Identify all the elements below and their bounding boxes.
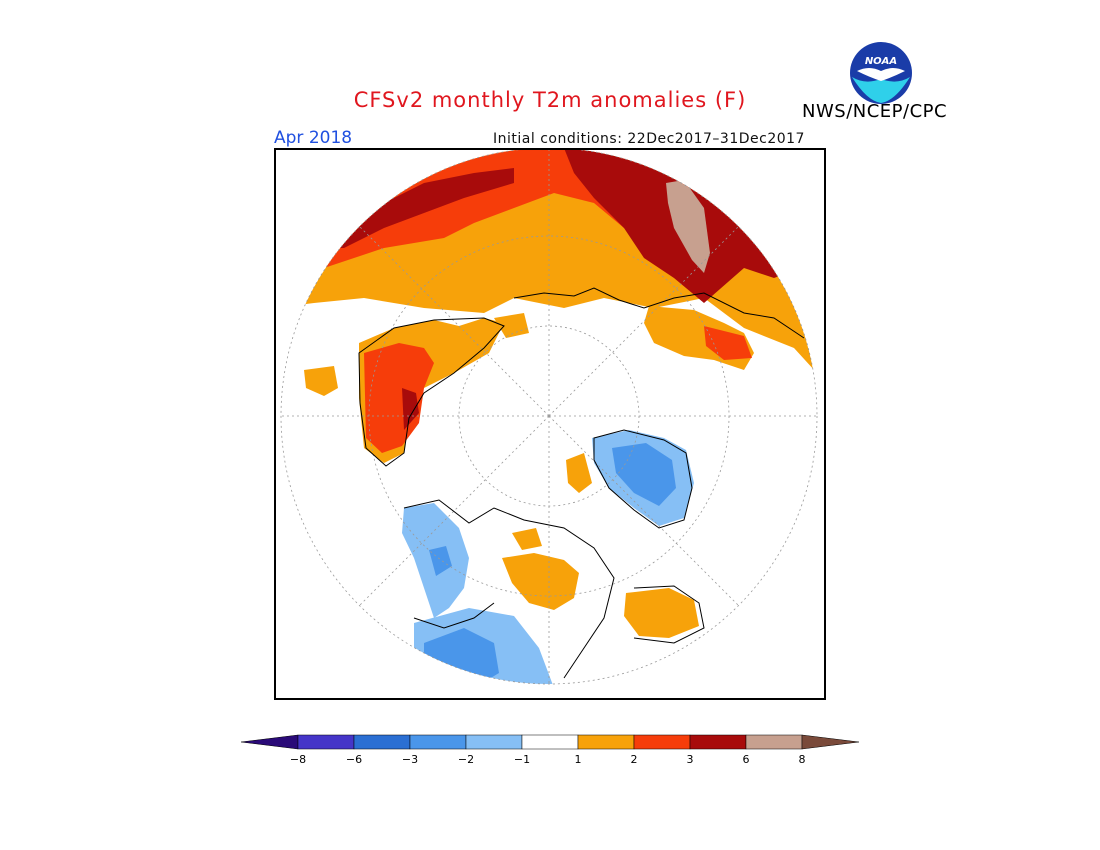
map-border [274,148,826,700]
color-scale-arrow-high [801,734,860,750]
color-scale-tick-label: −6 [346,753,362,766]
color-scale-arrow-low [240,734,299,750]
color-scale-bar: −8 −6 −3 −2 −1 1 2 3 6 8 [240,734,860,766]
graticule [281,148,817,684]
color-scale-bin [745,734,803,750]
color-scale-tick-label: −3 [402,753,418,766]
anomaly-map [274,148,826,700]
color-scale-bin [409,734,467,750]
color-scale-tick-label: 2 [631,753,638,766]
color-scale-bins [240,734,860,750]
color-scale-bin [521,734,579,750]
color-scale-bin [689,734,747,750]
coastlines [358,287,805,679]
color-scale-bin [297,734,355,750]
color-scale-bin [353,734,411,750]
color-scale-tick-label: −2 [458,753,474,766]
initial-conditions-label: Initial conditions: 22Dec2017–31Dec2017 [493,131,805,147]
logo-text: NOAA [865,56,897,67]
color-scale-tick-label: −8 [290,753,306,766]
map-title: CFSv2 monthly T2m anomalies (F) [353,88,747,112]
color-scale-tick-label: −1 [514,753,530,766]
color-scale-tick-label: 1 [575,753,582,766]
noaa-logo: NOAA [850,42,912,104]
color-scale-bin [577,734,635,750]
color-scale-bin [633,734,691,750]
color-scale-labels: −8 −6 −3 −2 −1 1 2 3 6 8 [290,753,806,766]
color-scale-tick-label: 6 [743,753,750,766]
color-scale-tick-label: 3 [687,753,694,766]
color-scale-tick-label: 8 [799,753,806,766]
forecast-month-label: Apr 2018 [274,128,353,148]
color-scale-bin [465,734,523,750]
agency-label: NWS/NCEP/CPC [802,101,948,122]
